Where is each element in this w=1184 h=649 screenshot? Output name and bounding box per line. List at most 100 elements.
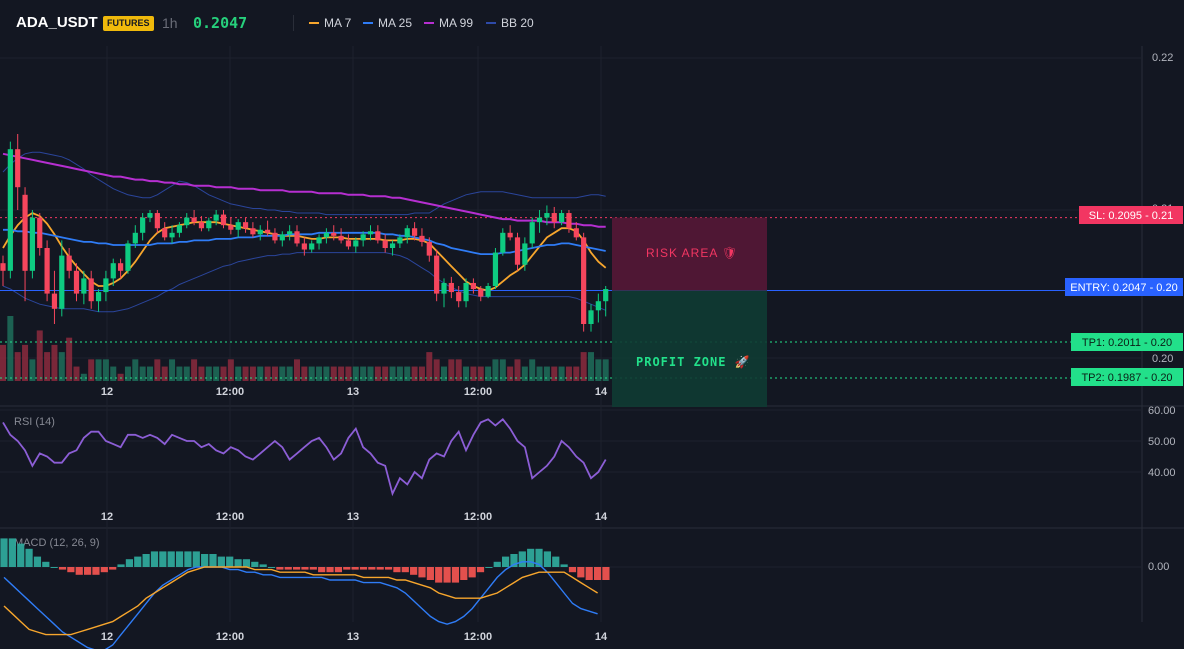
volume-bar xyxy=(360,366,367,381)
macd-histogram-bar xyxy=(67,567,75,573)
macd-histogram-bar xyxy=(184,551,192,567)
legend-swatch-bb20 xyxy=(486,21,496,24)
volume-bar xyxy=(323,366,330,381)
volume-bar xyxy=(374,366,381,381)
legend-ma25[interactable]: MA 25 xyxy=(363,16,412,30)
volume-bar xyxy=(242,366,249,381)
volume-bar xyxy=(161,366,168,381)
candle-body xyxy=(88,278,94,302)
candle-body xyxy=(478,289,484,297)
candle-body xyxy=(492,252,499,286)
level-tag-label-entry: ENTRY: 0.2047 - 0.20 xyxy=(1070,282,1177,294)
volume-bar xyxy=(0,344,6,381)
volume-bar xyxy=(183,366,190,381)
candle-body xyxy=(287,231,293,235)
legend-ma7[interactable]: MA 7 xyxy=(309,16,351,30)
macd-histogram-bar xyxy=(209,554,217,567)
candle-body xyxy=(536,217,543,223)
price-tick-label: 0.20 xyxy=(1152,353,1173,365)
macd-histogram-bar xyxy=(17,543,25,567)
volume-bar xyxy=(235,366,242,381)
volume-bar xyxy=(249,366,256,381)
macd-histogram-bar xyxy=(585,567,593,580)
candle-body xyxy=(338,235,344,241)
symbol-name[interactable]: ADA_USDT xyxy=(16,14,98,31)
candle-body xyxy=(375,231,381,241)
macd-histogram-bar xyxy=(435,567,443,583)
macd-signal-line xyxy=(3,566,598,636)
header-divider xyxy=(293,15,294,31)
volume-bar xyxy=(191,359,198,381)
candle-body xyxy=(191,217,197,223)
candle-body xyxy=(51,293,58,309)
legend-bb20[interactable]: BB 20 xyxy=(486,16,534,30)
candle-body xyxy=(573,228,579,238)
candle-body xyxy=(588,310,594,324)
price-tick-label: 0.22 xyxy=(1152,52,1173,64)
macd-histogram-bar xyxy=(301,567,309,570)
volume-bar xyxy=(80,373,87,381)
moving-average-ma25 xyxy=(3,228,606,255)
macd-histogram-bar xyxy=(92,567,100,575)
x-axis-tick-label: 13 xyxy=(347,631,359,643)
level-tag-label-tp2: TP2: 0.1987 - 0.20 xyxy=(1081,372,1172,384)
volume-bar xyxy=(154,359,161,381)
volume-bar xyxy=(521,366,528,381)
legend-ma99[interactable]: MA 99 xyxy=(424,16,473,30)
volume-bar xyxy=(316,366,323,381)
macd-histogram-bar xyxy=(476,567,485,573)
volume-bar xyxy=(110,366,117,381)
volume-bar xyxy=(455,359,462,381)
volume-bar xyxy=(198,366,205,381)
candle-body xyxy=(132,232,138,244)
candle-body xyxy=(272,232,278,241)
macd-histogram-bar xyxy=(125,559,133,567)
candle-body xyxy=(485,286,491,297)
candle-body xyxy=(595,301,601,311)
moving-average-ma99 xyxy=(2,152,606,228)
candle-body xyxy=(59,255,65,309)
volume-bar xyxy=(492,359,499,381)
x-axis-tick-label: 12 xyxy=(101,631,113,643)
macd-histogram-bar xyxy=(284,567,292,570)
macd-histogram-bar xyxy=(0,538,8,567)
timeframe-label[interactable]: 1h xyxy=(162,15,178,31)
candle-body xyxy=(544,213,550,218)
candle-body xyxy=(257,229,263,235)
candle-body xyxy=(176,225,182,233)
volume-bar xyxy=(124,366,131,381)
volume-bar xyxy=(448,359,455,381)
x-axis-tick-label: 13 xyxy=(347,511,359,523)
candle-body xyxy=(15,149,21,188)
x-axis-tick-label: 12:00 xyxy=(464,386,492,398)
volume-bar xyxy=(558,366,565,381)
macd-histogram-bar xyxy=(167,551,175,567)
x-axis-tick-label: 12:00 xyxy=(464,631,492,643)
volume-bar xyxy=(169,359,176,381)
rsi-tick-label: 50.00 xyxy=(1148,436,1176,448)
x-axis-tick-label: 14 xyxy=(595,386,608,398)
volume-bar xyxy=(507,366,514,381)
x-axis-tick-label: 12:00 xyxy=(216,631,244,643)
candle-body xyxy=(206,220,212,229)
volume-bar xyxy=(499,359,506,381)
rsi-tick-label: 60.00 xyxy=(1148,405,1176,417)
level-tag-sl xyxy=(1079,206,1183,224)
level-tag-tp1 xyxy=(1071,333,1183,351)
volume-bar xyxy=(88,359,95,381)
candle-body xyxy=(44,248,50,294)
macd-histogram-bar xyxy=(593,567,602,580)
volume-bar xyxy=(485,366,492,381)
bb-upper-band xyxy=(2,151,606,216)
level-tag-tp2 xyxy=(1071,368,1183,386)
candle-body xyxy=(235,222,241,230)
volume-bar xyxy=(389,366,396,381)
candle-body xyxy=(250,228,256,235)
volume-bar xyxy=(396,366,403,381)
candle-body xyxy=(470,282,476,290)
macd-histogram-bar xyxy=(318,567,326,573)
macd-histogram-bar xyxy=(84,567,92,575)
macd-histogram-bar xyxy=(326,567,334,573)
volume-bar xyxy=(551,366,558,381)
